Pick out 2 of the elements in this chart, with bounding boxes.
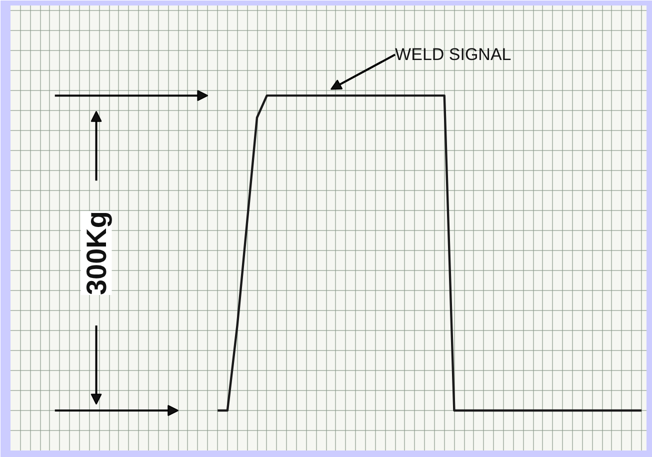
text: 300Kg	[80, 211, 112, 296]
text: WELD SIGNAL	[395, 45, 512, 64]
